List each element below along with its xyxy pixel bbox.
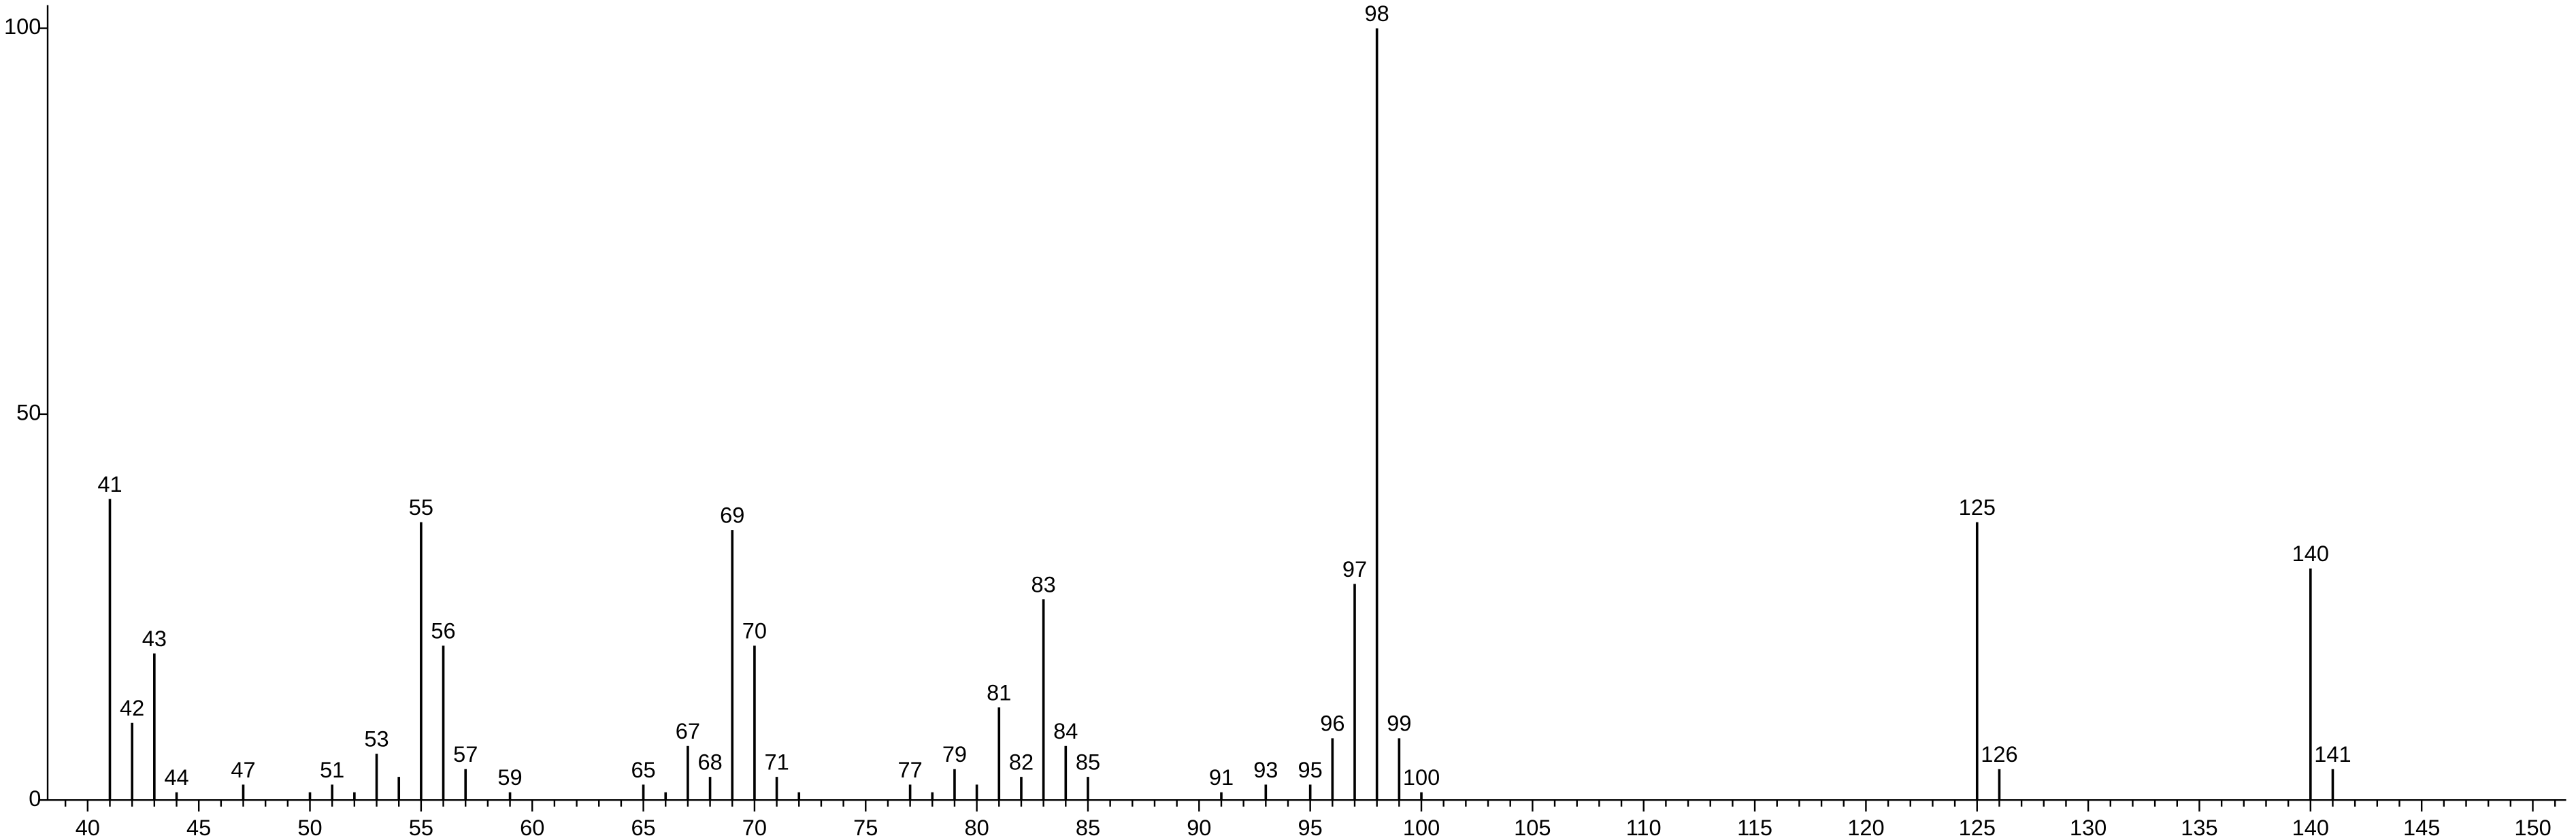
peak-label: 84 [1053,718,1078,743]
x-tick-label: 80 [964,815,989,838]
y-tick-label: 100 [4,14,41,39]
peak-label: 43 [142,626,167,651]
x-tick-label: 55 [409,815,433,838]
peak-label: 141 [2314,741,2351,767]
peak-label: 99 [1387,711,1411,736]
x-tick-label: 85 [1076,815,1100,838]
peak-label: 42 [120,695,144,720]
peak-label: 126 [1981,741,2017,767]
peak-label: 95 [1298,757,1323,782]
peak-label: 82 [1009,749,1034,774]
peak-label: 100 [1403,765,1440,790]
x-tick-label: 45 [186,815,211,838]
x-tick-label: 115 [1737,815,1772,838]
peak-label: 79 [942,741,967,767]
x-tick-label: 65 [631,815,655,838]
x-tick-label: 70 [742,815,767,838]
peak-label: 85 [1076,749,1100,774]
x-tick-label: 145 [2403,815,2440,838]
x-tick-label: 95 [1298,815,1323,838]
x-tick-label: 110 [1626,815,1662,838]
x-tick-label: 140 [2292,815,2329,838]
peak-label: 98 [1365,1,1389,26]
peak-label: 83 [1031,571,1056,597]
peak-label: 47 [231,757,255,782]
peak-label: 57 [453,741,478,767]
peak-label: 59 [497,765,522,790]
x-tick-label: 60 [520,815,544,838]
x-tick-label: 50 [297,815,322,838]
peak-label: 68 [697,749,722,774]
peak-label: 125 [1959,495,1996,520]
peak-label: 53 [364,726,389,751]
peak-label: 96 [1320,711,1344,736]
peak-label: 81 [987,680,1011,705]
x-tick-label: 125 [1959,815,1996,838]
y-tick-label: 0 [29,786,41,811]
peak-label: 65 [631,757,655,782]
x-tick-label: 135 [2181,815,2217,838]
peak-label: 140 [2292,541,2329,566]
peak-label: 44 [164,765,188,790]
peak-label: 51 [320,757,344,782]
peak-label: 71 [764,749,789,774]
peak-label: 67 [676,718,700,743]
x-tick-label: 150 [2514,815,2551,838]
peak-label: 55 [409,495,433,520]
x-tick-label: 120 [1847,815,1884,838]
peak-label: 56 [431,618,455,643]
peak-label: 69 [720,502,744,527]
peak-label: 41 [97,471,122,497]
x-tick-label: 40 [76,815,100,838]
x-tick-label: 75 [853,815,878,838]
x-tick-label: 100 [1403,815,1440,838]
peak-label: 91 [1209,765,1234,790]
peak-label: 77 [897,757,922,782]
y-tick-label: 50 [16,399,41,424]
peak-label: 97 [1342,556,1367,582]
peak-label: 70 [742,618,767,643]
x-tick-label: 130 [2070,815,2107,838]
x-tick-label: 90 [1187,815,1211,838]
x-tick-label: 105 [1514,815,1551,838]
peak-label: 93 [1253,757,1278,782]
